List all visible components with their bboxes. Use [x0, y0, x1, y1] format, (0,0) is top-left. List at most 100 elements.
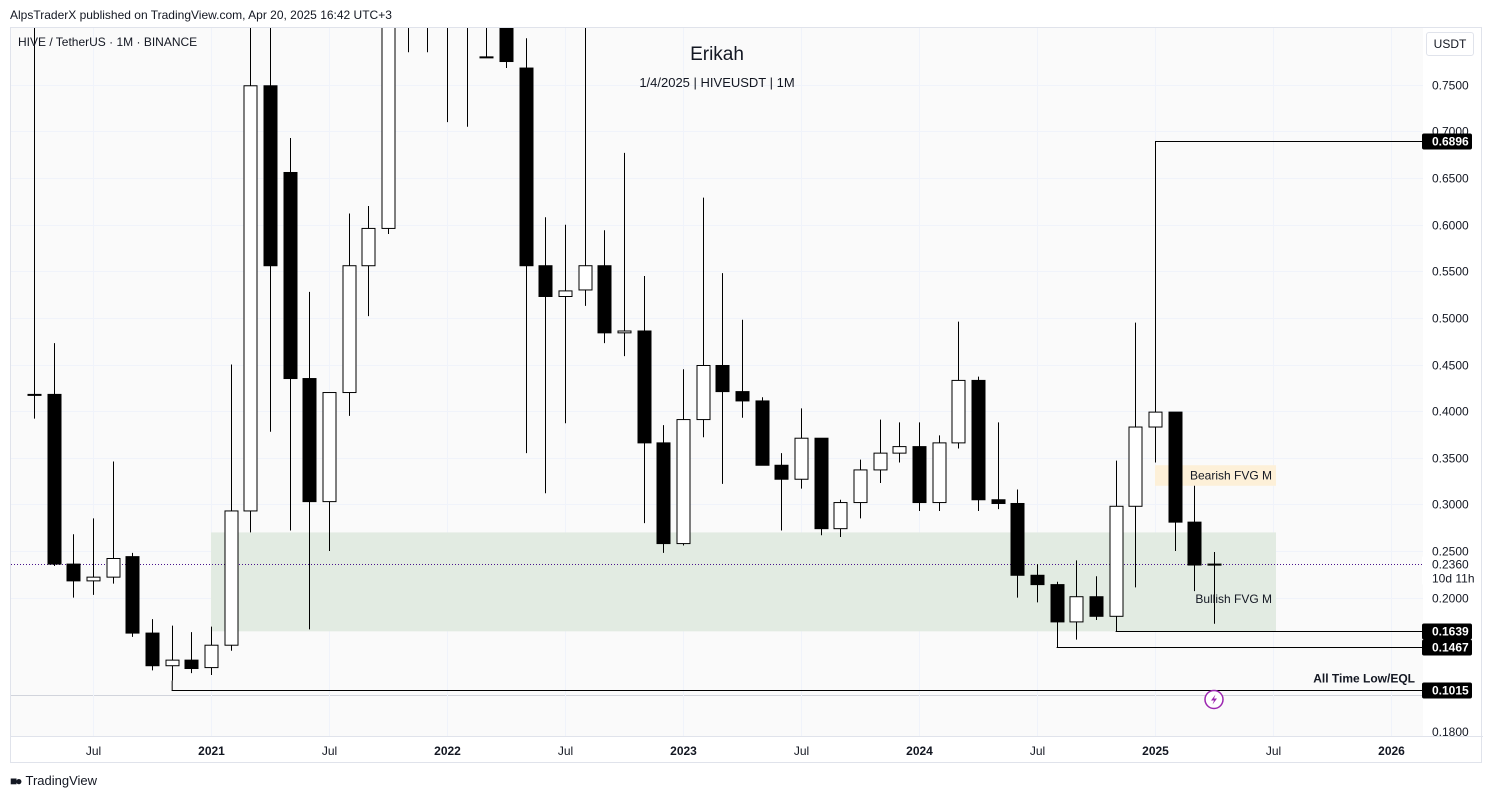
candle	[342, 213, 357, 416]
candle-body	[1050, 584, 1065, 623]
candle-body	[1109, 505, 1124, 617]
candle	[755, 397, 770, 466]
candle-body	[243, 85, 258, 512]
lower-pane-bg	[11, 695, 1423, 736]
candle-body	[991, 499, 1006, 504]
candle	[735, 319, 750, 418]
candle	[243, 28, 258, 533]
brand-name: TradingView	[25, 773, 98, 788]
candle	[853, 459, 868, 519]
x-tick-label: 2021	[198, 744, 225, 758]
candle-body	[342, 265, 357, 394]
current-price-label: 0.2360	[1432, 558, 1469, 572]
candle	[971, 376, 986, 511]
candle	[125, 552, 140, 637]
candle	[447, 28, 448, 123]
candle-countdown: 10d 11h	[1432, 572, 1475, 586]
chart-frame[interactable]: 0.7500 0.7000 0.6500 0.6000 0.5500 0.5000 0.45…	[10, 27, 1483, 764]
y-tick-label: 0.2500	[1432, 545, 1469, 559]
y-tick-label: 0.7500	[1432, 79, 1469, 93]
candle	[165, 625, 180, 681]
candle	[47, 343, 62, 566]
y-tick-label: 0.5000	[1432, 312, 1469, 326]
candle-body	[381, 28, 396, 229]
candle-body	[833, 502, 848, 530]
candle-body	[617, 330, 632, 334]
candle-body	[1010, 502, 1025, 576]
candle-body	[892, 446, 907, 454]
candle	[1187, 485, 1202, 592]
level-price-tag: 0.6896	[1432, 135, 1469, 149]
price-chart[interactable]: 0.75000.70000.65000.60000.55000.50000.45…	[11, 28, 1483, 764]
candle	[263, 28, 278, 432]
candle-body	[184, 659, 199, 670]
candle-body	[696, 364, 711, 421]
x-tick-label: Jul	[558, 744, 573, 758]
x-tick-label: Jul	[322, 744, 337, 758]
candle	[86, 518, 101, 595]
y-tick-label: 0.3500	[1432, 452, 1469, 466]
candle	[224, 364, 239, 651]
candle	[283, 137, 298, 531]
candle	[519, 38, 534, 454]
publisher-header: AlpsTraderX published on TradingView.com…	[10, 8, 392, 22]
candle	[1109, 460, 1124, 632]
x-tick-label: Jul	[1030, 744, 1045, 758]
symbol-legend[interactable]: HIVE / TetherUS · 1M · BINANCE	[18, 35, 198, 49]
level-price-tag-bg	[1422, 682, 1472, 699]
x-tick-label: 2025	[1142, 744, 1169, 758]
level-price-tag: 0.1015	[1432, 684, 1469, 698]
candle-body	[794, 437, 809, 480]
candle-body	[302, 378, 317, 503]
candle-body	[1168, 411, 1183, 523]
chart-subtitle: 1/4/2025 | HIVEUSDT | 1M	[639, 75, 795, 90]
candle-body	[656, 442, 671, 545]
candle	[578, 28, 593, 306]
candle-body	[47, 393, 62, 565]
candle	[676, 369, 691, 546]
candle	[1030, 564, 1045, 603]
candle	[814, 437, 829, 536]
candle-body	[519, 67, 534, 267]
candle-body	[106, 557, 121, 578]
candle	[381, 28, 396, 235]
candle-body	[1069, 596, 1084, 623]
candle-body	[1030, 574, 1045, 586]
candle	[794, 408, 809, 489]
candle-body	[479, 56, 494, 59]
x-tick-label: Jul	[794, 744, 809, 758]
x-tick-label: 2026	[1378, 744, 1405, 758]
candle-body	[361, 227, 376, 267]
candle	[361, 206, 376, 317]
candle-body	[1128, 426, 1143, 507]
footer-brand[interactable]: ■● TradingView	[10, 773, 97, 788]
candle-body	[597, 265, 612, 334]
candle	[302, 291, 317, 630]
x-tick-label: 2024	[906, 744, 933, 758]
x-tick-label: Jul	[86, 744, 101, 758]
candle-body	[1089, 596, 1104, 617]
candle	[1128, 322, 1143, 588]
candle-body	[204, 644, 219, 669]
fvg-zone-label: Bearish FVG M	[1190, 469, 1272, 483]
candle	[1050, 581, 1065, 648]
candle-body	[853, 469, 868, 504]
candle-body	[578, 265, 593, 291]
y-tick-label: 0.6500	[1432, 172, 1469, 186]
candle-body	[322, 392, 337, 503]
candle	[1148, 408, 1163, 463]
candle-body	[499, 28, 514, 63]
tradingview-logo-icon: ■●	[10, 773, 22, 788]
candle	[873, 419, 888, 483]
candle	[617, 152, 632, 357]
candle	[66, 534, 81, 598]
candle-body	[912, 446, 927, 504]
candle-body	[224, 510, 239, 646]
candle	[951, 321, 966, 449]
price-unit-button[interactable]: USDT	[1426, 32, 1474, 56]
candle-body	[814, 437, 829, 530]
y-tick-label: 0.4000	[1432, 405, 1469, 419]
level-price-tag-bg	[1422, 639, 1472, 656]
candle	[499, 28, 514, 69]
candle-body	[66, 563, 81, 582]
